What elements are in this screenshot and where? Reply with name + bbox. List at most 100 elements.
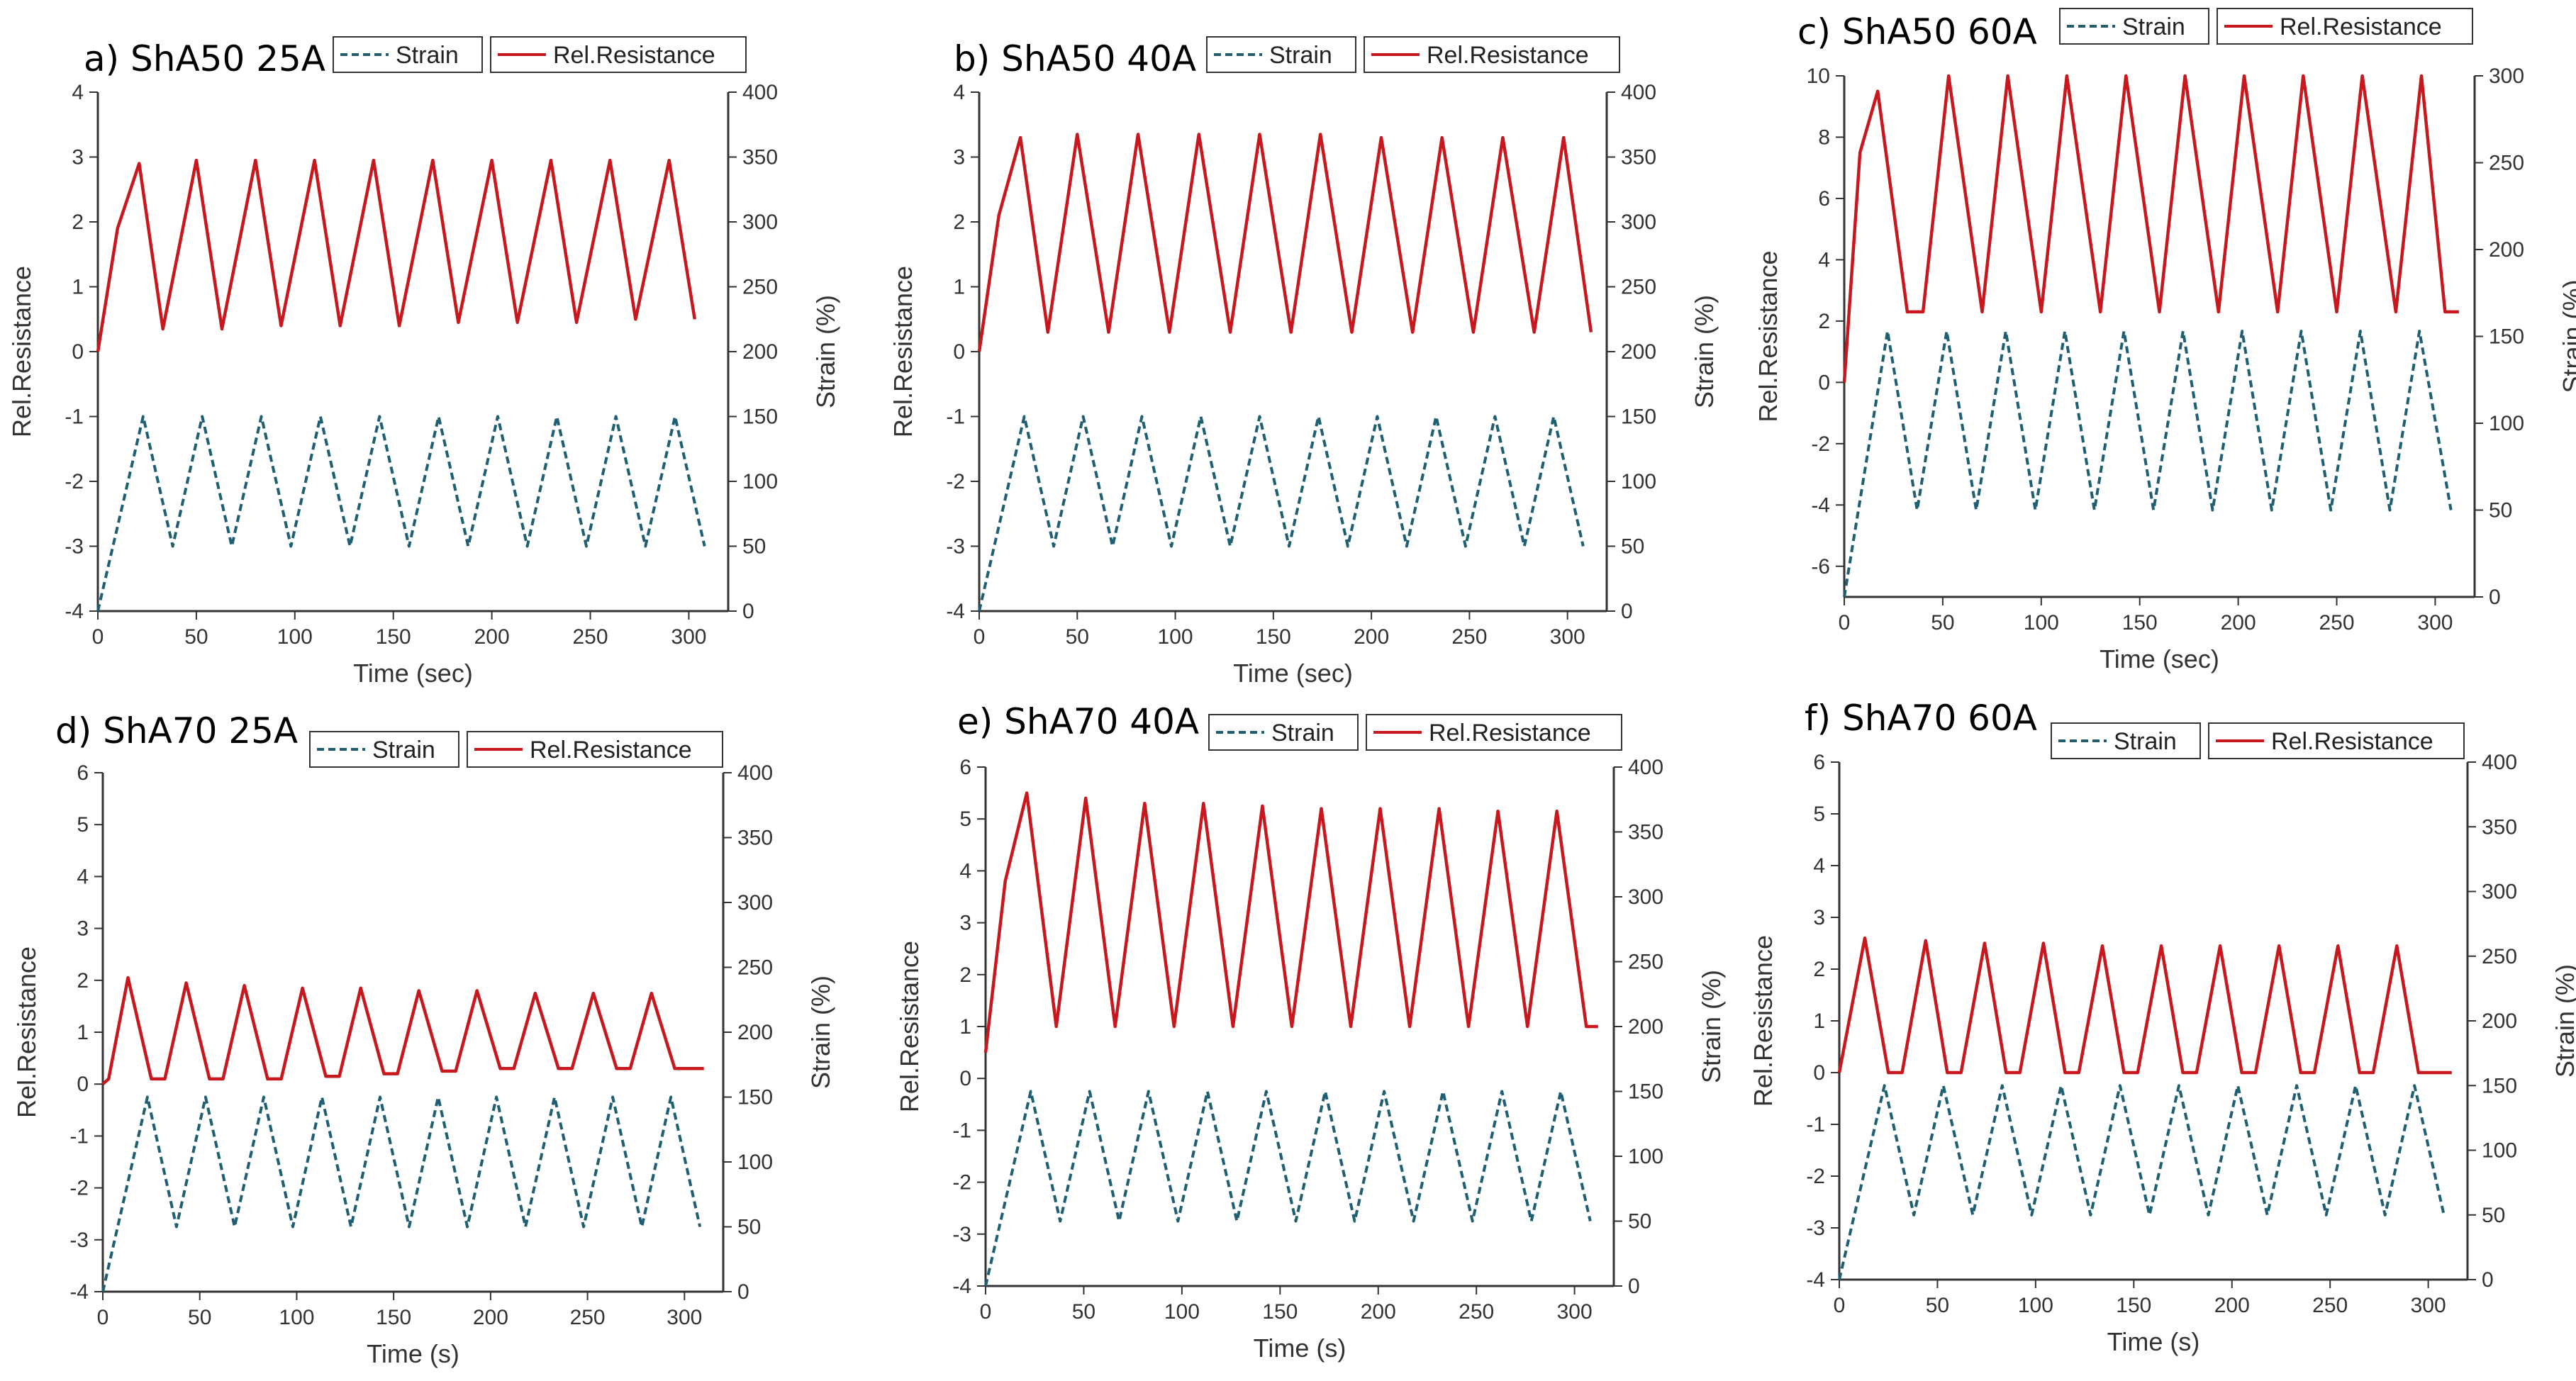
x-tick-label: 250 [2312, 1294, 2348, 1317]
x-tick-label: 200 [1361, 1300, 1396, 1324]
y2-tick-label: 100 [2482, 1139, 2517, 1163]
x-tick-label: 250 [570, 1306, 606, 1329]
legend-label-rel-resistance: Rel.Resistance [553, 42, 715, 69]
legend-label-rel-resistance: Rel.Resistance [2271, 728, 2433, 755]
panel-title: f) ShA70 60A [1805, 698, 2037, 739]
x-tick-label: 50 [1926, 1294, 1949, 1317]
y-tick-label: 3 [1813, 906, 1825, 929]
y2-tick-label: 100 [1628, 1145, 1663, 1168]
y2-tick-label: 400 [742, 81, 778, 104]
y2-tick-label: 250 [1621, 276, 1656, 299]
y2-tick-label: 250 [2482, 945, 2517, 968]
y-tick-label: 5 [1813, 803, 1825, 826]
y-tick-label: -4 [952, 1275, 971, 1298]
x-tick-label: 300 [2411, 1294, 2446, 1317]
x-tick-label: 250 [1459, 1300, 1494, 1324]
x-tick-label: 200 [474, 625, 510, 649]
y-tick-label: 4 [953, 81, 965, 104]
panel-title: b) ShA50 40A [954, 38, 1196, 79]
series-line-strain [101, 1095, 702, 1292]
legend-label-strain: Strain [1269, 42, 1332, 69]
series-line-rel-resistance [1842, 74, 2459, 383]
y-tick-label: 4 [1813, 854, 1825, 878]
y-axis-label: Rel.Resistance [888, 266, 918, 437]
y-tick-label: 0 [77, 1073, 89, 1096]
y2-tick-label: 150 [737, 1086, 773, 1109]
x-tick-label: 150 [2116, 1294, 2151, 1317]
y-tick-label: -1 [952, 1119, 971, 1142]
x-tick-label: 100 [1158, 625, 1193, 649]
y2-tick-label: 250 [737, 956, 773, 980]
y-tick-label: 6 [77, 761, 89, 785]
legend-label-strain: Strain [372, 737, 435, 764]
series-line-strain [1843, 330, 2453, 598]
y2-tick-label: 400 [737, 761, 773, 785]
y2-tick-label: 350 [1628, 821, 1663, 844]
y2-tick-label: 0 [742, 600, 754, 623]
y2-axis-label: Strain (%) [2550, 964, 2576, 1078]
y-tick-label: -3 [65, 535, 84, 559]
y-tick-label: -2 [65, 470, 84, 493]
y2-tick-label: 350 [1621, 146, 1656, 169]
y-tick-label: 0 [1813, 1061, 1825, 1085]
y2-tick-label: 150 [1628, 1080, 1663, 1104]
y2-tick-label: 200 [742, 340, 778, 364]
series-line-strain [984, 1090, 1592, 1287]
y2-tick-label: 50 [2489, 499, 2512, 522]
x-tick-label: 50 [188, 1306, 211, 1329]
x-tick-label: 150 [376, 1306, 411, 1329]
x-tick-label: 0 [980, 1300, 992, 1324]
y2-tick-label: 300 [742, 211, 778, 234]
y-tick-label: -3 [946, 535, 965, 559]
x-tick-label: 100 [277, 625, 313, 649]
y2-tick-label: 100 [737, 1151, 773, 1174]
series-line-rel-resistance [101, 975, 704, 1085]
y2-tick-label: 300 [2489, 65, 2524, 88]
y-tick-label: 4 [77, 865, 89, 888]
x-axis-label: Time (sec) [2100, 644, 2219, 673]
y-tick-label: -4 [69, 1280, 89, 1304]
y-axis-label: Rel.Resistance [1753, 250, 1783, 422]
y-tick-label: 0 [72, 340, 84, 364]
series-line-rel-resistance [96, 158, 697, 352]
x-tick-label: 50 [184, 625, 208, 649]
y-tick-label: 4 [72, 81, 84, 104]
x-tick-label: 300 [1557, 1300, 1593, 1324]
y2-tick-label: 200 [2489, 238, 2524, 262]
y-tick-label: 0 [1818, 371, 1830, 394]
x-tick-label: 300 [2417, 611, 2453, 634]
x-tick-label: 300 [667, 1306, 702, 1329]
y-tick-label: 2 [1818, 310, 1830, 333]
y-tick-label: 3 [77, 917, 89, 941]
y-tick-label: -3 [69, 1229, 89, 1252]
series-line-strain [978, 415, 1585, 612]
y2-tick-label: 150 [2482, 1074, 2517, 1097]
y2-tick-label: 0 [1621, 600, 1633, 623]
y-tick-label: 1 [72, 276, 84, 299]
y2-tick-label: 400 [1628, 756, 1663, 779]
y-tick-label: -1 [69, 1124, 89, 1148]
x-tick-label: 100 [1164, 1300, 1200, 1324]
x-tick-label: 0 [1834, 1294, 1846, 1317]
y-tick-label: -3 [1806, 1217, 1825, 1240]
x-tick-label: 150 [1256, 625, 1291, 649]
y-tick-label: -1 [946, 406, 965, 429]
y-tick-label: -4 [1811, 493, 1830, 517]
x-tick-label: 200 [473, 1306, 508, 1329]
y2-tick-label: 0 [2489, 586, 2501, 609]
y-axis-label: Rel.Resistance [12, 946, 41, 1118]
y2-tick-label: 100 [2489, 412, 2524, 435]
y-tick-label: 6 [959, 756, 971, 779]
y2-axis-label: Strain (%) [811, 295, 840, 408]
panel-title: a) ShA50 25A [84, 38, 325, 79]
y-tick-label: 1 [959, 1015, 971, 1039]
y2-tick-label: 200 [2482, 1010, 2517, 1033]
x-tick-label: 0 [97, 1306, 109, 1329]
y-tick-label: 3 [959, 912, 971, 935]
x-tick-label: 250 [573, 625, 608, 649]
